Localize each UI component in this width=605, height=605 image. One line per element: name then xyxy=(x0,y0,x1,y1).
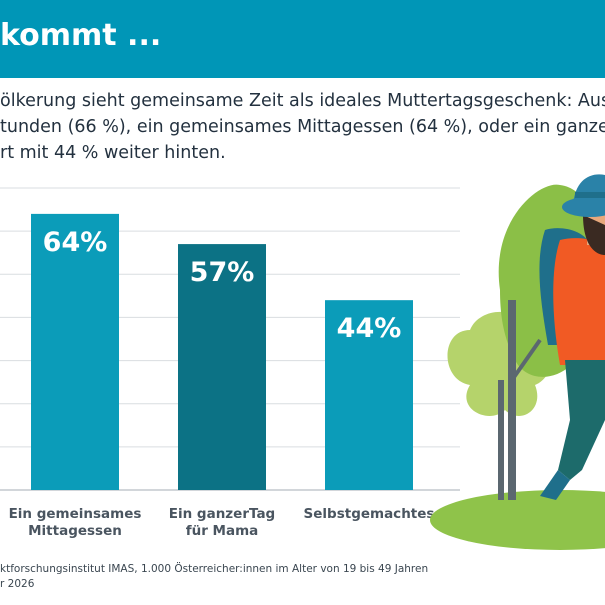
subtitle-line: rt mit 44 % weiter hinten. xyxy=(0,143,226,163)
subtitle-line: tunden (66 %), ein gemeinsames Mittagess… xyxy=(0,117,605,137)
bar xyxy=(178,244,266,490)
bar xyxy=(31,213,119,490)
category-label-selbstgemachtes: Selbstgemachtes xyxy=(303,506,435,522)
data-label: 44% xyxy=(337,313,402,344)
data-label: 57% xyxy=(190,257,255,288)
source-note: ktforschungsinstitut IMAS, 1.000 Österre… xyxy=(0,563,429,590)
subtitle-line: ölkerung sieht gemeinsame Zeit als ideal… xyxy=(0,91,605,111)
subtitle: ölkerung sieht gemeinsame Zeit als ideal… xyxy=(0,88,605,166)
bar xyxy=(325,300,413,490)
data-label: 64% xyxy=(43,227,108,258)
category-label-ganzer-tag: Ein ganzerTag für Mama xyxy=(168,506,276,539)
category-label-mittagessen: Ein gemeinsames Mittagessen xyxy=(8,506,142,539)
page-title: kommt ... xyxy=(0,18,162,53)
header-banner: kommt ... xyxy=(0,0,605,78)
hiker-icon xyxy=(539,174,605,500)
grass-ground xyxy=(430,490,605,550)
